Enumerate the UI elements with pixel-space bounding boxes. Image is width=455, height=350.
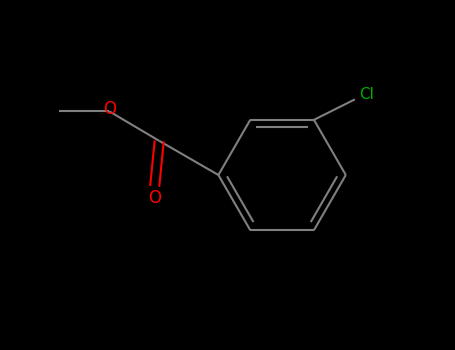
Text: Cl: Cl bbox=[359, 87, 374, 102]
Text: O: O bbox=[103, 100, 116, 118]
Text: O: O bbox=[148, 189, 161, 207]
